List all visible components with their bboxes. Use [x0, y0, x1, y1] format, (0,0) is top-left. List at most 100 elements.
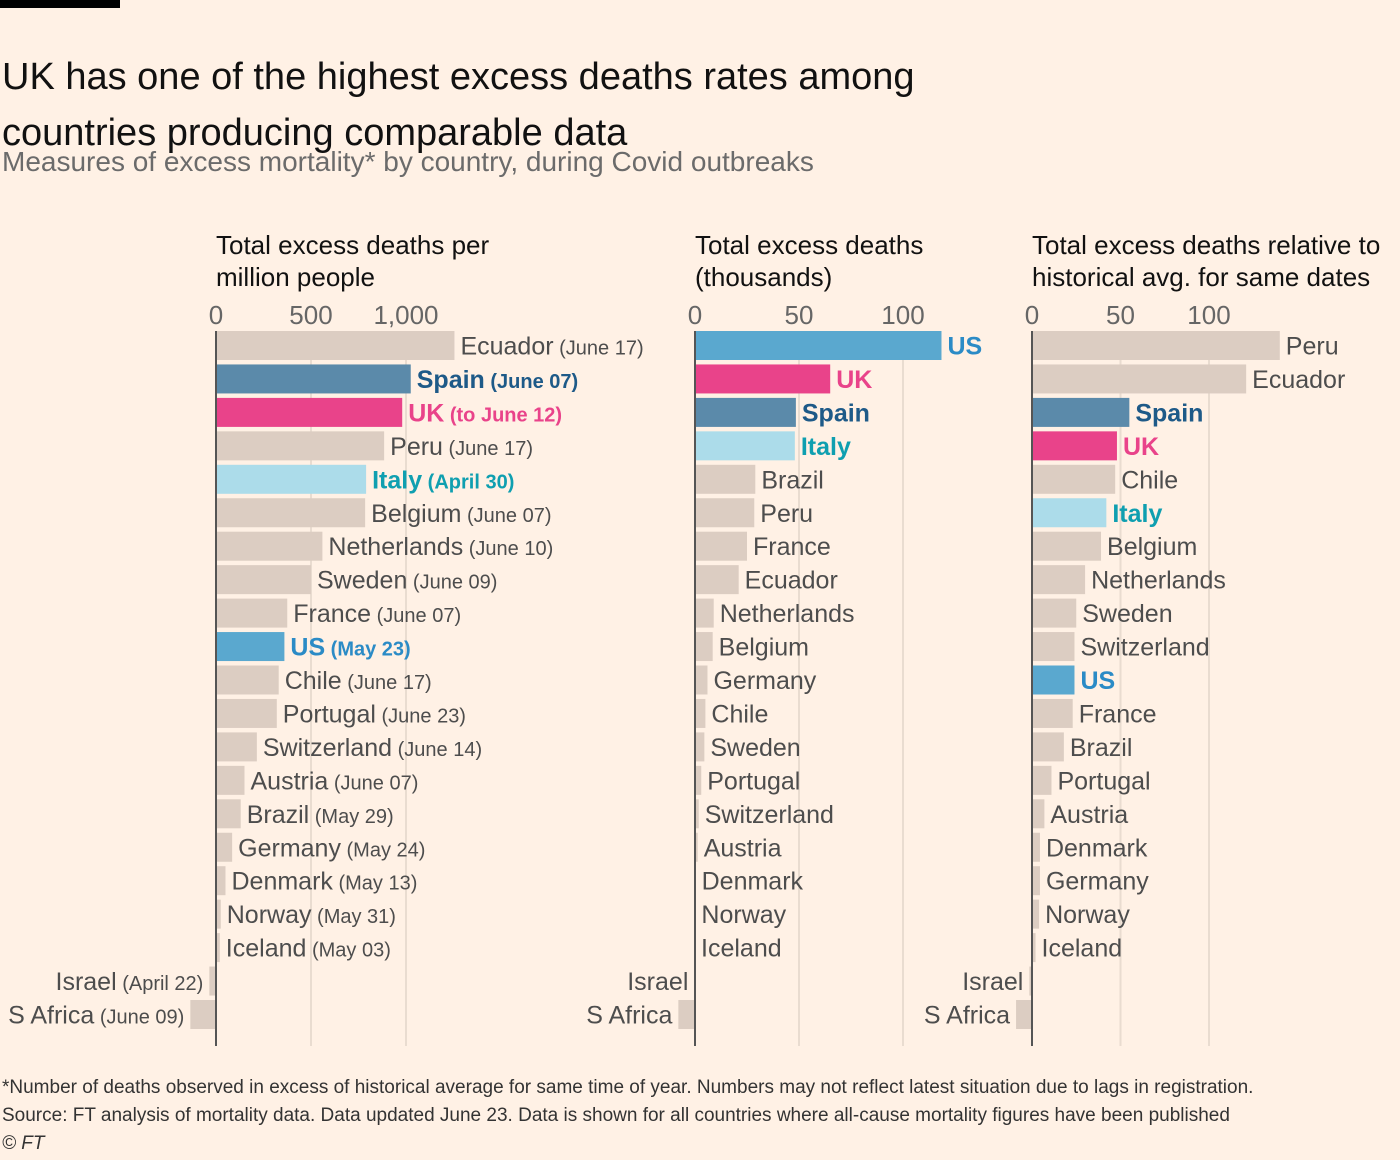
panel-3-label-netherlands: Netherlands [1091, 567, 1226, 595]
panel-1-bar-s-africa [190, 1000, 216, 1029]
panel-1-label-brazil: Brazil (May 29) [247, 801, 394, 829]
panel-2-label-austria: Austria [704, 834, 782, 862]
panel-3-bar-us [1032, 665, 1075, 695]
panel-1-label-spain: Spain (June 07) [417, 366, 578, 394]
panel-1-title-line-2: million people [216, 262, 375, 292]
panel-3-bar-ecuador [1032, 364, 1247, 394]
panel-2-bar-france [695, 531, 747, 561]
panel-3-tick-label: 0 [1025, 300, 1039, 330]
panel-1-bar-israel [209, 966, 216, 996]
panel-2-label-peru: Peru [760, 500, 813, 528]
panel-3-bar-switzerland [1032, 632, 1075, 662]
panel-3-label-brazil: Brazil [1070, 734, 1133, 762]
panel-3-label-peru: Peru [1286, 333, 1339, 361]
panel-1-label-norway: Norway (May 31) [227, 901, 396, 929]
chart-title: UK has one of the highest excess deaths … [2, 56, 915, 155]
panel-2-label-brazil: Brazil [761, 466, 824, 494]
footnote-credit: © FT [2, 1133, 45, 1154]
panel-3-bar-uk [1032, 431, 1117, 461]
panel-3-label-austria: Austria [1050, 801, 1128, 829]
panel-1-bar-switzerland [216, 732, 257, 762]
footnote-source: Source: FT analysis of mortality data. D… [2, 1105, 1230, 1126]
panel-2-bar-s-africa [678, 1000, 695, 1029]
panel-3-label-uk: UK [1123, 433, 1159, 461]
panel-1-label-sweden: Sweden (June 09) [317, 567, 497, 595]
panel-1-bar-ecuador [216, 331, 455, 360]
panel-3-label-sweden: Sweden [1082, 600, 1172, 628]
panel-2-bar-switzerland [695, 799, 699, 829]
panel-2-label-norway: Norway [701, 901, 786, 929]
panel-3-tick-label: 100 [1187, 300, 1230, 330]
panel-2-bar-portugal [695, 765, 702, 795]
panel-3-bar-iceland [1032, 933, 1036, 963]
panel-2-title-line-1: Total excess deaths [695, 230, 923, 260]
panel-2-label-s-africa: S Africa [586, 1002, 672, 1030]
panel-1-tick-label: 1,000 [373, 300, 438, 330]
panel-1-bar-france [216, 598, 288, 628]
panel-1-label-ecuador: Ecuador (June 17) [460, 333, 643, 361]
panel-1-bar-uk [216, 397, 403, 427]
panel-3-bar-denmark [1032, 832, 1040, 862]
panel-2-label-spain: Spain [802, 399, 870, 427]
panel-3-label-spain: Spain [1135, 399, 1203, 427]
panel-1-bar-germany [216, 832, 233, 862]
footnote-definition: *Number of deaths observed in excess of … [2, 1077, 1254, 1098]
panel-3-bar-germany [1032, 866, 1040, 896]
panel-1-bar-austria [216, 765, 245, 795]
panel-2-label-italy: Italy [801, 433, 851, 461]
panel-3-tick-label: 50 [1106, 300, 1135, 330]
panel-1-label-uk: UK (to June 12) [408, 399, 562, 427]
panel-2-bar-italy [695, 431, 795, 461]
panel-3-label-norway: Norway [1045, 901, 1130, 929]
panel-1-bar-spain [216, 364, 411, 394]
panel-3-bar-netherlands [1032, 565, 1086, 595]
panel-1-bar-us [216, 632, 285, 662]
panel-2-label-netherlands: Netherlands [720, 600, 855, 628]
panel-1-bar-belgium [216, 498, 366, 528]
panel-2-title-line-2: (thousands) [695, 262, 832, 292]
panel-3-title-line-1: Total excess deaths relative to [1032, 230, 1380, 260]
panel-1-bar-denmark [216, 866, 226, 896]
panel-3-bar-portugal [1032, 765, 1052, 795]
panel-3-bar-france [1032, 698, 1073, 728]
panel-1-bar-norway [216, 899, 221, 929]
panel-3-label-portugal: Portugal [1057, 767, 1150, 795]
panel-1-bar-portugal [216, 698, 277, 728]
panel-2-bar-peru [695, 498, 755, 528]
panel-2-bar-spain [695, 397, 796, 427]
panel-1-label-portugal: Portugal (June 23) [283, 700, 466, 728]
panel-2-label-germany: Germany [713, 667, 816, 695]
panel-2-bar-austria [695, 832, 698, 862]
panel-3-bar-peru [1032, 331, 1280, 360]
panel-1-tick-label: 0 [209, 300, 223, 330]
panel-1-bar-sweden [216, 565, 311, 595]
panel-1-bar-brazil [216, 799, 241, 829]
panel-1-bar-netherlands [216, 531, 323, 561]
panel-3-bar-israel [1029, 966, 1032, 996]
panel-3-label-belgium: Belgium [1107, 533, 1197, 561]
panel-2-bar-us [695, 331, 942, 360]
panel-3-title-line-2: historical avg. for same dates [1032, 262, 1370, 292]
panel-1-bar-peru [216, 431, 385, 461]
panel-1-label-netherlands: Netherlands (June 10) [328, 533, 553, 561]
panel-2-label-ecuador: Ecuador [745, 567, 838, 595]
panel-1-bar-iceland [216, 933, 220, 963]
panel-1-label-italy: Italy (April 30) [372, 466, 514, 494]
panel-2-label-chile: Chile [711, 700, 768, 728]
panel-1-label-germany: Germany (May 24) [238, 834, 425, 862]
panel-3-bar-austria [1032, 799, 1045, 829]
panel-3-bar-italy [1032, 498, 1107, 528]
panel-2-bar-brazil [695, 464, 756, 494]
panel-1-label-denmark: Denmark (May 13) [232, 868, 418, 896]
chart-subtitle: Measures of excess mortality* by country… [2, 146, 814, 177]
panel-1-label-france: France (June 07) [293, 600, 461, 628]
panel-3-label-denmark: Denmark [1046, 834, 1148, 862]
panel-2-tick-label: 50 [785, 300, 814, 330]
panel-2-label-france: France [753, 533, 831, 561]
panel-2-bar-ecuador [695, 565, 739, 595]
panel-1-label-austria: Austria (June 07) [251, 767, 419, 795]
panel-1-label-switzerland: Switzerland (June 14) [263, 734, 482, 762]
panel-2-bar-sweden [695, 732, 705, 762]
brand-top-bar [0, 0, 120, 8]
